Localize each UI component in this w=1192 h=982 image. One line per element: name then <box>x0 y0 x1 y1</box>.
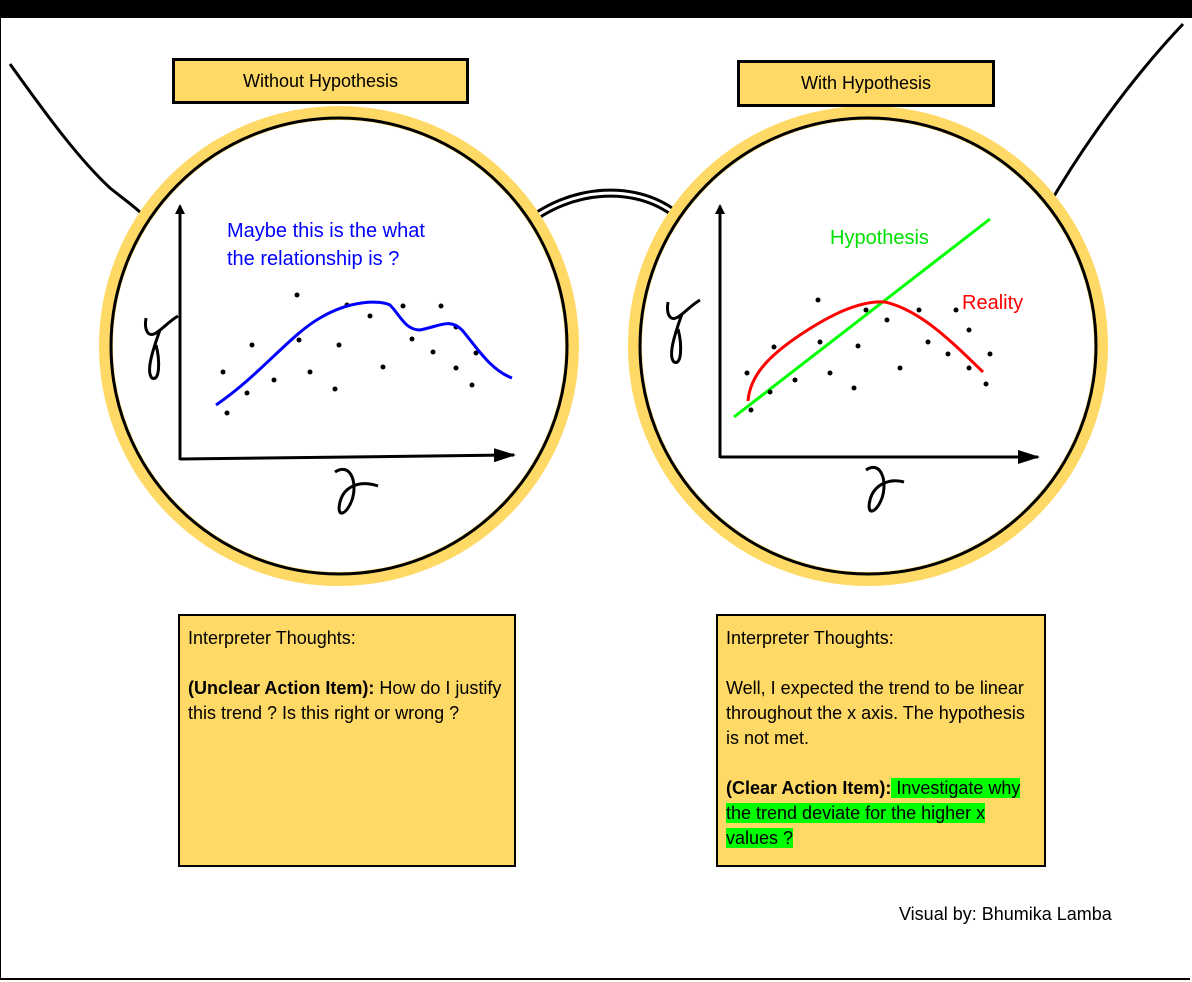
right-action-label: (Clear Action Item): <box>726 778 892 798</box>
right-chart: Hypothesis Reality <box>666 204 1040 513</box>
reality-curve <box>746 300 985 402</box>
left-title: Without Hypothesis <box>242 70 399 91</box>
left-x-label <box>334 468 379 515</box>
right-title: With Hypothesis <box>800 73 932 93</box>
svg-text:Maybe this is the what: Maybe this is the what <box>227 220 425 242</box>
right-title-box: With Hypothesis <box>737 60 995 107</box>
right-note-action: (Clear Action Item): Investigate why the… <box>726 776 1036 851</box>
left-data-points <box>220 292 479 416</box>
right-note-box: Interpreter Thoughts: Well, I expected t… <box>716 614 1046 867</box>
left-action-label: (Unclear Action Item): <box>188 678 375 698</box>
right-temple <box>1044 22 1185 211</box>
guess-curve <box>215 300 513 407</box>
bridge <box>519 188 684 231</box>
right-x-label <box>865 466 905 513</box>
svg-text:the relationship is ?: the relationship is ? <box>227 248 399 270</box>
credit: Visual by: Bhumika Lamba <box>899 904 1112 924</box>
top-band <box>0 0 1192 18</box>
right-y-label <box>666 298 701 364</box>
left-action-text: How do I justify this trend ? Is this ri… <box>188 678 502 723</box>
left-x-axis <box>179 448 516 463</box>
svg-text:Hypothesis: Hypothesis <box>830 227 929 249</box>
left-title-box: Without Hypothesis <box>172 58 469 104</box>
page-frame <box>0 18 1190 980</box>
right-note-body: Well, I expected the trend to be linear … <box>726 678 1025 748</box>
right-note-heading: Interpreter Thoughts: <box>726 628 894 648</box>
left-note-action: (Unclear Action Item): How do I justify … <box>188 676 506 726</box>
hypothesis-line <box>733 217 991 419</box>
left-y-label <box>144 314 179 380</box>
svg-text:Reality: Reality <box>962 292 1023 314</box>
left-temple <box>8 63 144 216</box>
left-note-box: Interpreter Thoughts: (Unclear Action It… <box>178 614 516 867</box>
left-chart: Maybe this is the what the relationship … <box>144 204 516 515</box>
left-note-heading: Interpreter Thoughts: <box>188 628 356 648</box>
right-data-points <box>744 297 993 413</box>
right-lens <box>628 106 1108 586</box>
